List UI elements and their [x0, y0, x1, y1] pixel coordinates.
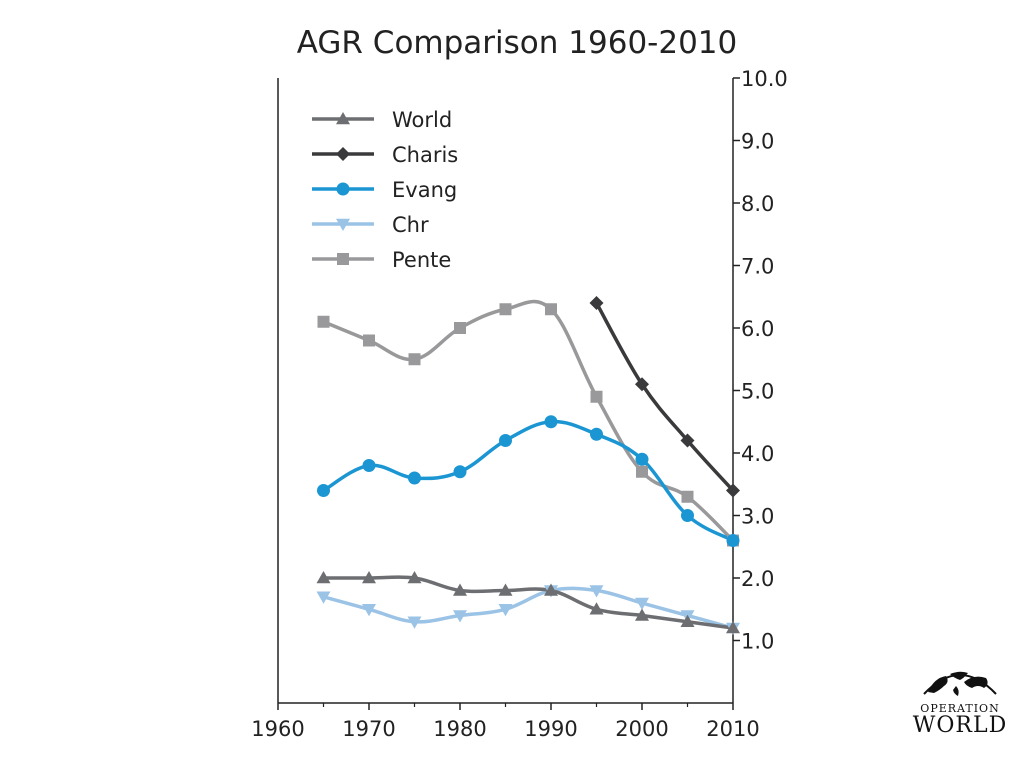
data-point-world	[589, 602, 604, 615]
legend-label-chr: Chr	[392, 213, 429, 237]
y-tick-label: 6.0	[741, 317, 774, 341]
data-point-chr	[362, 604, 376, 617]
legend-label-charis: Charis	[392, 143, 458, 167]
data-point-pente	[363, 334, 375, 347]
operation-world-logo: OPERATION WORLD	[905, 664, 1015, 754]
data-point-world	[726, 621, 740, 634]
data-point-charis	[726, 483, 740, 498]
x-tick-label: 1970	[342, 717, 395, 741]
logo-line-operation: OPERATION	[920, 702, 1000, 715]
chart-legend: World Charis Evang Chr Pente	[312, 108, 458, 272]
y-tick-label: 4.0	[741, 442, 774, 466]
series-line-evang	[322, 419, 734, 543]
data-point-evang	[681, 509, 694, 522]
legend-marker-world	[336, 112, 350, 125]
series-lines	[322, 299, 735, 630]
x-tick-label: 1990	[524, 717, 577, 741]
chart-axes: 1960 1970 1980 1990 2000 2010 1.0 2.0 3.0 4.0 5.0 6…	[251, 67, 787, 741]
data-point-pente	[636, 465, 648, 478]
y-tick-label: 1.0	[741, 630, 774, 654]
chart-title: AGR Comparison 1960-2010	[297, 25, 738, 61]
data-point-world	[453, 583, 467, 596]
legend-marker-evang	[336, 182, 350, 196]
data-point-pente	[499, 303, 512, 316]
data-point-world	[407, 571, 422, 584]
data-point-world	[362, 571, 376, 584]
series-markers	[316, 296, 740, 635]
y-tick-label: 7.0	[741, 255, 774, 279]
x-tick-label: 1960	[251, 717, 304, 741]
data-point-pente	[681, 490, 694, 503]
x-tick-label: 2000	[615, 717, 668, 741]
data-point-chr	[589, 585, 604, 598]
data-point-chr	[316, 591, 331, 604]
globe-icon	[923, 671, 997, 696]
data-point-world	[680, 614, 695, 627]
series-line-charis	[594, 302, 735, 492]
data-point-evang	[635, 452, 649, 466]
data-point-evang	[590, 427, 603, 441]
legend-label-evang: Evang	[392, 178, 457, 202]
legend-label-world: World	[392, 108, 452, 132]
data-point-world	[316, 571, 331, 584]
data-point-evang	[499, 434, 512, 447]
data-point-evang	[726, 534, 740, 547]
y-tick-label: 9.0	[741, 130, 774, 154]
data-point-evang	[362, 459, 376, 472]
data-point-world	[635, 608, 649, 621]
logo-line-world: WORLD	[912, 713, 1008, 738]
data-point-evang	[317, 484, 330, 497]
legend-marker-pente	[337, 253, 349, 265]
y-tick-label: 3.0	[741, 505, 774, 529]
data-point-pente	[590, 390, 603, 403]
data-point-pente	[317, 315, 330, 328]
legend-label-pente: Pente	[392, 248, 451, 272]
legend-marker-charis	[336, 147, 350, 161]
y-tick-label: 2.0	[741, 567, 774, 591]
data-point-chr	[453, 610, 467, 623]
y-tick-label: 8.0	[741, 192, 774, 216]
data-point-pente	[408, 353, 421, 366]
data-point-chr	[498, 604, 513, 617]
data-point-evang	[408, 471, 421, 485]
x-tick-label: 2010	[706, 717, 759, 741]
series-line-world	[323, 575, 734, 630]
series-line-chr	[323, 586, 734, 630]
data-point-pente	[454, 322, 466, 334]
data-point-world	[544, 583, 558, 596]
data-point-world	[498, 583, 513, 596]
data-point-chr	[635, 597, 649, 610]
data-point-pente	[545, 303, 557, 316]
data-point-charis	[635, 377, 649, 392]
y-tick-label: 5.0	[741, 380, 774, 404]
data-point-evang	[544, 415, 558, 429]
legend-marker-chr	[336, 218, 350, 231]
x-tick-label: 1980	[433, 717, 486, 741]
data-point-chr	[407, 616, 422, 629]
data-point-evang	[453, 465, 467, 479]
data-point-charis	[680, 433, 695, 448]
series-line-pente	[322, 299, 735, 542]
data-point-charis	[589, 296, 604, 310]
y-tick-label: 10.0	[741, 67, 788, 91]
